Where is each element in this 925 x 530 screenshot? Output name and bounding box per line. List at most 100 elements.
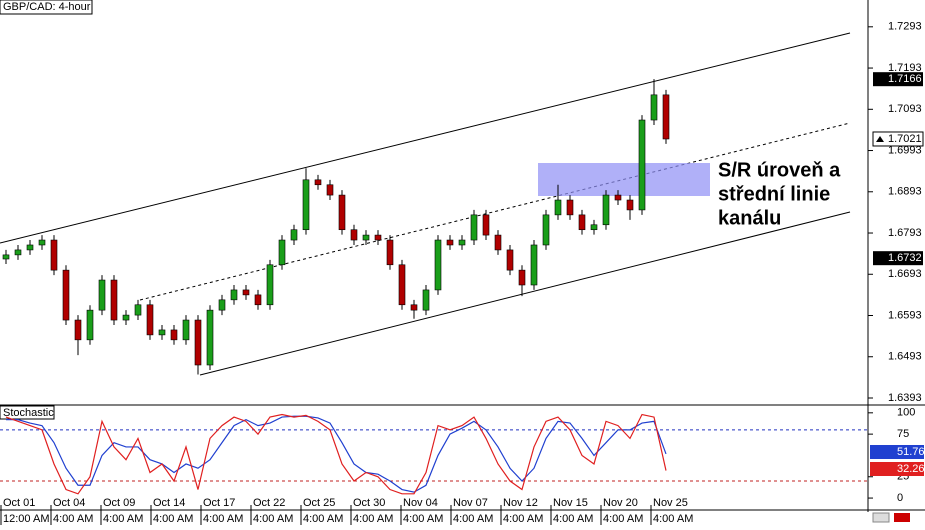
candle-body [182,319,190,341]
candle-body [662,94,670,140]
candle-body [350,229,358,241]
candle-body [194,319,202,366]
x-date-label: Nov 15 [553,497,588,509]
candle-body [50,239,58,271]
sr-zone [538,163,710,196]
candle-body [626,199,634,211]
y-tick-label: 1.7193 [888,62,922,74]
candle-body [578,214,586,231]
y-tick-label: 1.7093 [888,103,922,115]
y-tick-label: 1.6693 [888,268,922,280]
price-marker-label: 1.7166 [888,73,922,85]
candle-body [146,304,154,336]
y-tick-label: 1.6893 [888,186,922,198]
x-time-label: 4:00 AM [653,513,693,525]
x-date-label: Nov 04 [403,497,438,509]
stochastic-line [6,415,667,493]
x-date-label: Nov 12 [503,497,538,509]
last-price-marker [872,131,924,147]
x-date-label: Oct 01 [3,497,35,509]
candle-body [638,119,646,211]
candle-body [338,194,346,231]
channel-middle [139,122,851,301]
x-time-label: 4:00 AM [53,513,93,525]
candle-body [470,214,478,241]
last-price-arrow [876,135,884,142]
x-time-label: 4:00 AM [203,513,243,525]
y-tick-label: 100 [897,407,915,419]
candle-body [158,329,166,336]
candle-body [434,239,442,291]
candle-body [254,294,262,306]
stochastic-value-label: 51.76 [897,446,925,458]
stochastic-line [5,413,667,495]
last-price-label: 1.7021 [888,133,922,145]
candle-body [410,304,418,311]
stochastic-label-box [0,405,55,420]
price-marker [873,251,923,266]
channel-upper [0,32,851,244]
candle-body [374,234,382,241]
shift-icon[interactable] [894,513,910,522]
x-date-label: Oct 09 [103,497,135,509]
candle-body [326,184,334,196]
candle-body [266,264,274,306]
channel-lower [199,211,851,376]
y-tick-label: 75 [897,428,909,440]
candle-body [230,289,238,301]
candle-body [554,199,562,216]
candle-body [62,269,70,321]
annotation: kanálu [718,207,781,229]
x-date-label: Oct 17 [203,497,235,509]
x-date-label: Oct 14 [153,497,185,509]
y-tick-label: 1.6493 [888,351,922,363]
x-time-label: 12:00 AM [3,513,49,525]
y-tick-label: 1.7293 [888,21,922,33]
x-time-label: 4:00 AM [153,513,193,525]
stochastic-value-box [870,462,924,476]
candle-body [542,214,550,246]
candle-body [458,239,466,246]
candle-body [566,199,574,216]
candle-body [218,299,226,311]
candle-body [362,234,370,241]
annotation: S/R úroveň a [718,159,841,181]
x-time-label: 4:00 AM [353,513,393,525]
stochastic-title: Stochastic [3,407,54,419]
x-date-label: Oct 22 [253,497,285,509]
candle-body [98,279,106,311]
candle-body [110,279,118,321]
price-marker [873,72,923,87]
x-time-label: 4:00 AM [403,513,443,525]
candle-body [26,244,34,251]
candle-body [506,249,514,271]
candle-body [494,234,502,251]
x-time-label: 4:00 AM [553,513,593,525]
chart-title: GBP/CAD: 4-hour [3,1,91,13]
y-tick-label: 1.6993 [888,144,922,156]
candle-body [446,239,454,246]
candle-body [650,94,658,121]
candle-body [14,249,22,256]
candle-body [590,224,598,231]
x-time-label: 4:00 AM [303,513,343,525]
candle-body [134,304,142,316]
candle-body [206,309,214,366]
candle-body [614,194,622,201]
candle-body [482,214,490,236]
y-tick-label: 1.6593 [888,309,922,321]
x-time-label: 4:00 AM [503,513,543,525]
candle-body [242,289,250,296]
x-date-label: Oct 04 [53,497,85,509]
candle-body [518,269,526,286]
candle-body [314,179,322,186]
x-date-label: Nov 07 [453,497,488,509]
stochastic-value-label: 32.26 [897,463,925,475]
candle-body [530,244,538,286]
y-tick-label: 0 [897,492,903,504]
scroll-icon[interactable] [872,512,890,523]
candle-body [2,254,10,260]
x-date-label: Nov 20 [603,497,638,509]
